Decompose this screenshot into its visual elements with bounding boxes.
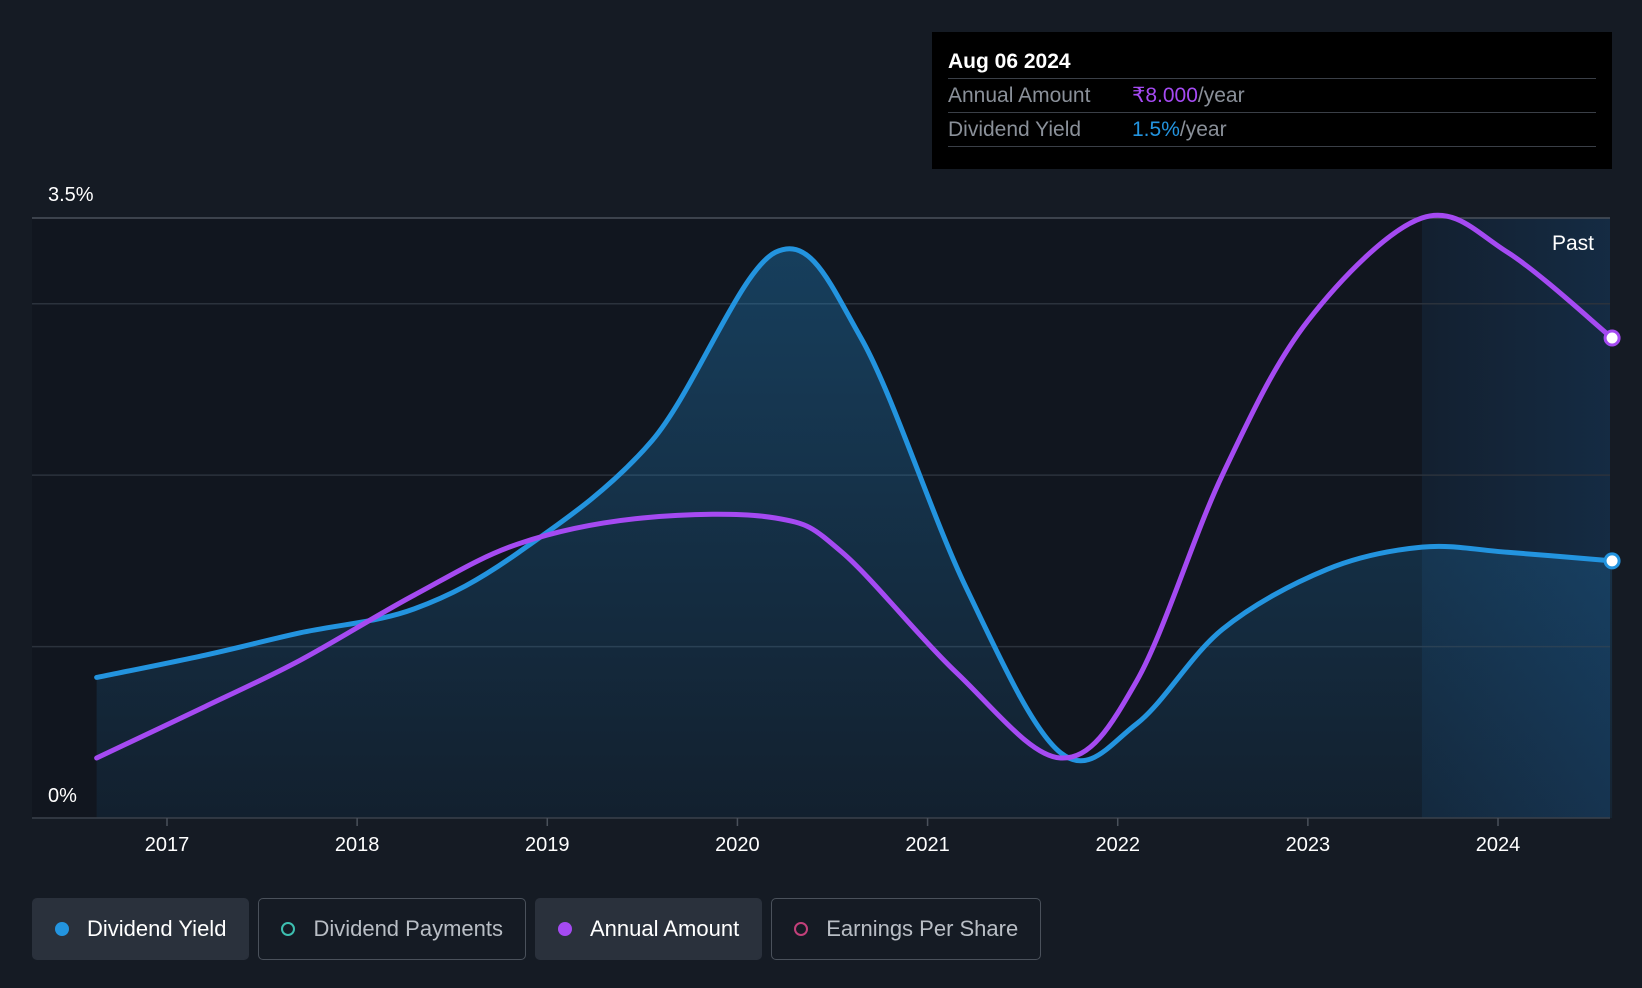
annual-amount-end-marker (1603, 329, 1621, 347)
legend-label: Dividend Payments (313, 916, 503, 941)
tooltip-label: Dividend Yield (948, 118, 1082, 141)
tooltip-unit: /year (1179, 118, 1227, 141)
tooltip-unit: /year (1197, 84, 1245, 107)
x-tick-label: 2024 (1476, 834, 1521, 856)
tooltip-date: Aug 06 2024 (948, 50, 1071, 73)
tooltip-label: Annual Amount (948, 84, 1091, 107)
y-tick-label-bottom: 0% (48, 785, 77, 807)
x-tick-label: 2023 (1286, 834, 1331, 856)
earnings-per-share-circle-icon (794, 922, 809, 936)
tooltip-value: 1.5% (1132, 118, 1180, 141)
tooltip: Aug 06 2024 Annual Amount ₹8.000 /year D… (932, 32, 1612, 169)
legend-annual-amount[interactable]: Annual Amount (534, 898, 763, 960)
legend-label: Dividend Yield (87, 916, 227, 941)
dividend-yield-area (96, 248, 1613, 818)
x-tick-label: 2019 (525, 834, 570, 856)
legend-dividend-payments[interactable]: Dividend Payments (258, 898, 526, 960)
dividend-payments-circle-icon (281, 922, 296, 936)
annual-amount-line (94, 212, 1615, 761)
tooltip-row-dividend-yield: Dividend Yield 1.5% /year (948, 112, 1596, 147)
past-label: Past (1552, 232, 1594, 255)
dividend-yield-dot-icon (55, 922, 69, 936)
y-tick-label-top: 3.5% (48, 184, 94, 206)
dividend-yield-line (94, 246, 1615, 764)
annual-amount-dot-icon (557, 922, 572, 936)
dividend-chart: 3.5% 0% Past 2017 2018 2019 2020 2021 2022 202… (32, 184, 1621, 856)
tooltip-value: ₹8.000 (1132, 84, 1198, 107)
legend-label: Annual Amount (589, 916, 740, 941)
legend-earnings-per-share[interactable]: Earnings Per Share (771, 898, 1042, 960)
legend: Dividend Yield Dividend Payments Annual … (32, 898, 1042, 960)
x-tick-label: 2018 (335, 834, 380, 856)
x-tick-label: 2022 (1095, 834, 1140, 856)
x-tick-label: 2021 (905, 834, 950, 856)
tooltip-row-annual-amount: Annual Amount ₹8.000 /year (948, 78, 1596, 112)
dividend-yield-end-marker (1603, 552, 1621, 570)
legend-dividend-yield[interactable]: Dividend Yield (32, 898, 250, 960)
legend-label: Earnings Per Share (826, 916, 1019, 941)
x-tick-label: 2020 (715, 834, 760, 856)
x-axis-ticks: 2017 2018 2019 2020 2021 2022 2023 2024 (145, 818, 1521, 856)
x-tick-label: 2017 (145, 834, 190, 856)
